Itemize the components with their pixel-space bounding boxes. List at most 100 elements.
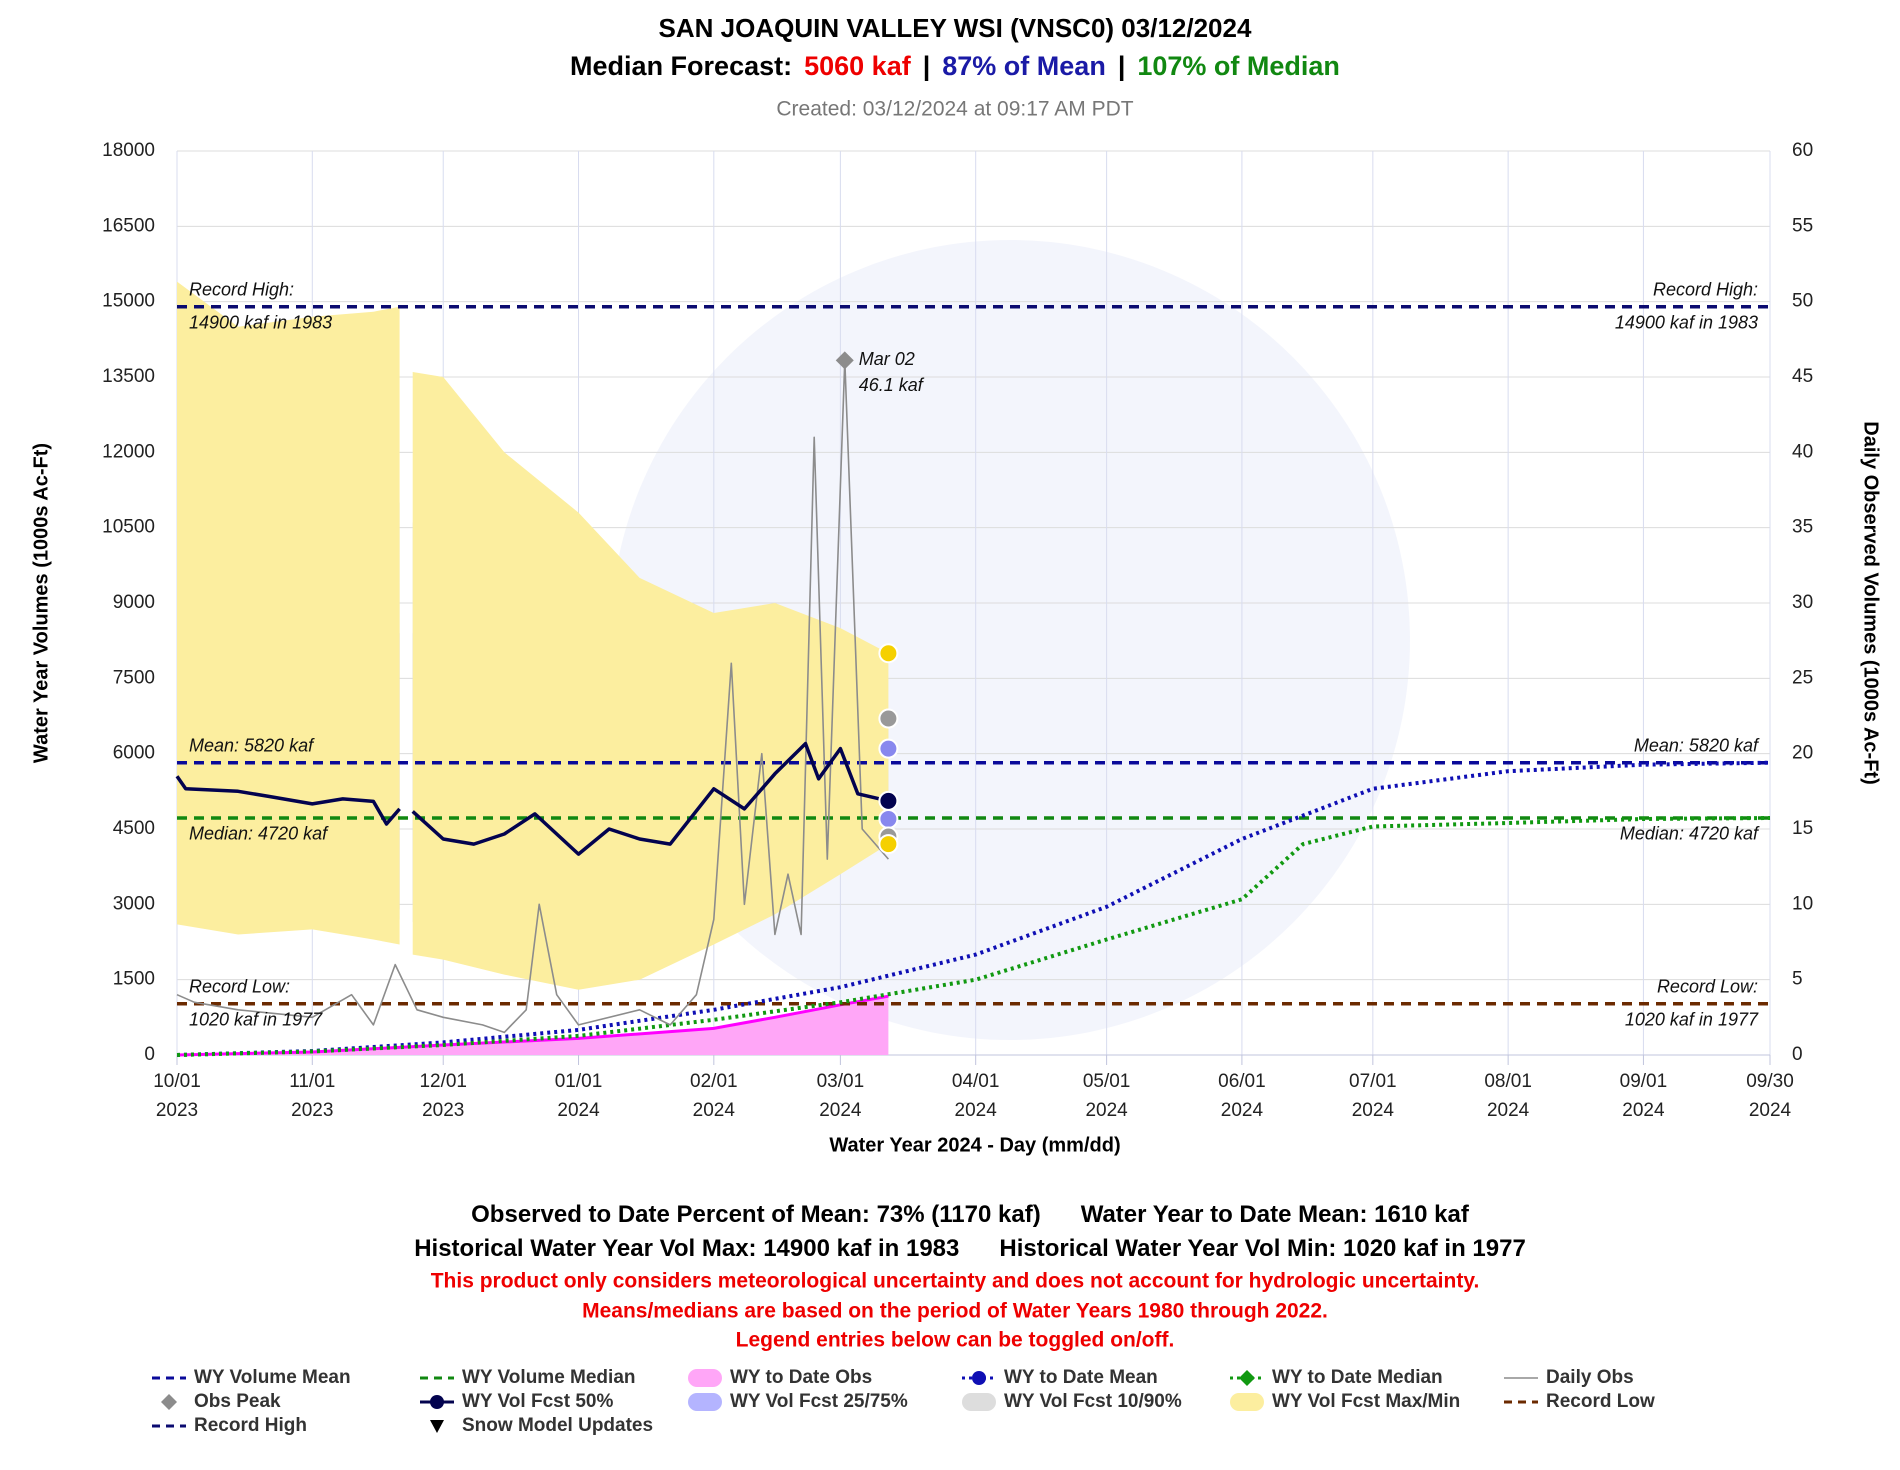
created: Created: 03/12/2024 at 09:17 AM PDT (776, 98, 1133, 121)
x-axis-label: Water Year 2024 - Day (mm/dd) (829, 1134, 1120, 1156)
y2-tick-label: 20 (1792, 743, 1813, 764)
subtitle-part: | (923, 51, 931, 81)
y-tick-label: 7500 (113, 667, 155, 688)
y-tick-label: 13500 (102, 366, 155, 387)
x-tick-label: 05/01 2024 (1082, 1071, 1131, 1121)
legend-label[interactable]: Snow Model Updates (462, 1415, 653, 1436)
legend-label[interactable]: WY Vol Fcst 10/90% (1004, 1391, 1182, 1412)
reference-label: Record High: (1653, 279, 1758, 299)
stat: Observed to Date Percent of Mean: 73% (1… (471, 1201, 1041, 1228)
hlines (177, 304, 1770, 1006)
y-tick-label: 3000 (113, 893, 155, 914)
line (175, 741, 889, 856)
x-tick-label: 11/01 2023 (289, 1071, 336, 1121)
legend-label[interactable]: WY Vol Fcst Max/Min (1272, 1391, 1460, 1412)
x-tick-label: 01/01 2024 (554, 1071, 603, 1121)
ann: Mean: 5820 kaf Mean: 5820 kaf Median: 4720… (189, 279, 1760, 1029)
forecast-band (177, 281, 889, 990)
line (176, 359, 890, 1034)
subtitle-part: 5060 kaf (804, 51, 912, 81)
subtitle-part: 87% of Mean (942, 51, 1106, 81)
legend-marker (430, 1395, 444, 1409)
y2-tick-label: 45 (1792, 366, 1813, 387)
legend-swatch (1230, 1393, 1264, 1411)
y-tick-label: 12000 (102, 441, 155, 462)
y2-tick-label: 60 (1792, 140, 1813, 161)
bands (177, 281, 889, 990)
stat: Historical Water Year Vol Min: 1020 kaf … (999, 1235, 1525, 1262)
y-tick-label: 15000 (102, 291, 155, 312)
legend-label[interactable]: WY to Date Median (1272, 1367, 1443, 1388)
points (835, 351, 899, 855)
x-tick-label: 09/30 2024 (1746, 1071, 1794, 1121)
legend-swatch (688, 1393, 722, 1411)
stat: Historical Water Year Vol Max: 14900 kaf… (414, 1235, 959, 1262)
note: Legend entries below can be toggled on/o… (736, 1329, 1175, 1352)
forecast-end-dot (878, 790, 899, 811)
stats-row: Historical Water Year Vol Max: 14900 kaf… (414, 1235, 1526, 1262)
y2-tick-label: 10 (1792, 893, 1813, 914)
reference-label: Mean: 5820 kaf (189, 735, 315, 755)
y-tick-label: 10500 (102, 517, 155, 538)
peak-label: Mar 02 (859, 349, 915, 369)
reference-label: 14900 kaf in 1983 (189, 312, 332, 332)
reference-label: 1020 kaf in 1977 (1625, 1010, 1759, 1030)
legend-marker (430, 1420, 444, 1433)
reference-label: 1020 kaf in 1977 (189, 1010, 323, 1030)
y2-tick-label: 30 (1792, 592, 1813, 613)
x-tick-label: 04/01 2024 (951, 1071, 1000, 1121)
forecast-end-dot (878, 708, 899, 729)
reference-label: Mean: 5820 kaf (1634, 735, 1760, 755)
legend-label[interactable]: WY to Date Mean (1004, 1367, 1158, 1388)
y-tick-label: 9000 (113, 592, 155, 613)
y2-tick-label: 25 (1792, 667, 1813, 688)
reference-label: Median: 4720 kaf (1620, 824, 1760, 844)
forecast-end-dot (878, 834, 899, 855)
area (177, 996, 889, 1055)
area-line (176, 994, 889, 1057)
legend-marker (161, 1394, 177, 1410)
y2-tick-label: 15 (1792, 818, 1813, 839)
reference-label: Median: 4720 kaf (189, 824, 329, 844)
legend-label[interactable]: WY Volume Mean (194, 1367, 351, 1388)
legend-label[interactable]: Daily Obs (1546, 1367, 1634, 1388)
y-tick-label: 1500 (113, 969, 155, 990)
reference-label: Record Low: (1657, 977, 1758, 997)
line (176, 816, 1771, 1057)
y2-axis-label: Daily Observed Volumes (1000s Ac-Ft) (1860, 421, 1882, 784)
chart-title: SAN JOAQUIN VALLEY WSI (VNSC0) 03/12/202… (659, 13, 1252, 43)
legend-label[interactable]: Record High (194, 1415, 307, 1436)
y2-tick-label: 50 (1792, 291, 1813, 312)
y-tick-label: 16500 (102, 215, 155, 236)
legend-label[interactable]: WY Vol Fcst 25/75% (730, 1391, 908, 1412)
legend-swatch (962, 1393, 996, 1411)
subtitle-part: 107% of Median (1137, 51, 1340, 81)
stats-row: Observed to Date Percent of Mean: 73% (1… (471, 1201, 1470, 1228)
x-tick-label: 09/01 2024 (1619, 1071, 1668, 1121)
legend-marker (1239, 1370, 1255, 1386)
reference-label: Record Low: (189, 977, 290, 997)
y2-tick-label: 40 (1792, 441, 1813, 462)
subtitle: Median Forecast: 5060 kaf | 87% of Mean | 107… (570, 51, 1340, 81)
legend-label[interactable]: Record Low (1546, 1391, 1655, 1412)
x-tick-label: 12/01 2023 (419, 1071, 467, 1121)
x-tick-label: 02/01 2024 (690, 1071, 738, 1121)
stat: Water Year to Date Mean: 1610 kaf (1081, 1201, 1470, 1228)
legend-label[interactable]: Obs Peak (194, 1391, 281, 1412)
legend-label[interactable]: WY Vol Fcst 50% (462, 1391, 613, 1412)
x-tick-label: 08/01 2024 (1484, 1071, 1532, 1121)
forecast-end-dot (878, 738, 899, 759)
legend-label[interactable]: WY Volume Median (462, 1367, 636, 1388)
y-tick-label: 4500 (113, 818, 155, 839)
legend-label[interactable]: WY to Date Obs (730, 1367, 872, 1388)
legend-swatch (688, 1369, 722, 1387)
note: This product only considers meteorologic… (431, 1270, 1480, 1293)
y2-tick-label: 0 (1792, 1044, 1803, 1065)
reference-label: Record High: (189, 279, 294, 299)
x-tick-label: 07/01 2024 (1349, 1071, 1397, 1121)
y2-tick-label: 5 (1792, 969, 1803, 990)
legend-marker (972, 1371, 986, 1385)
line (176, 760, 1771, 1057)
